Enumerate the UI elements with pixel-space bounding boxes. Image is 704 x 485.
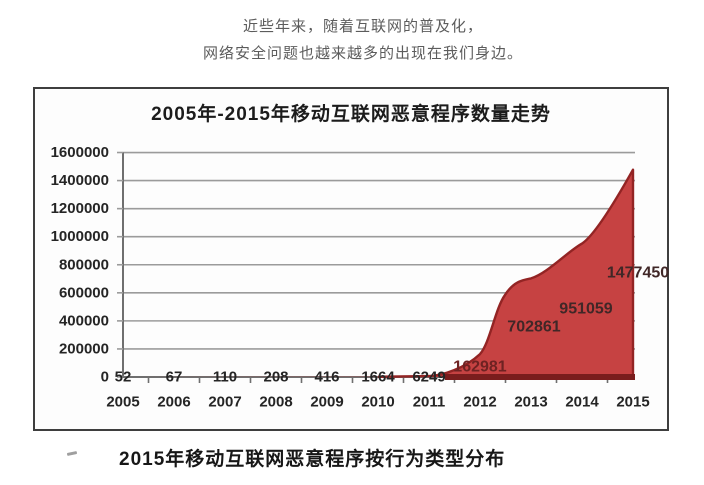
chart-text-label: 2012	[463, 394, 496, 411]
area-outline	[377, 168, 635, 378]
area-series	[123, 168, 635, 380]
baseline-value-labels: 52 67 110 208 416 1664 6249	[115, 369, 446, 386]
chart-text-label: 1664	[361, 369, 395, 386]
chart-text-label: 600000	[59, 284, 109, 301]
chart-text-label: 200000	[59, 340, 109, 357]
chart-text-label: 2013	[514, 394, 547, 411]
chart-text-label: 2011	[413, 394, 446, 411]
chart-text-label: 2005	[106, 394, 139, 411]
trend-area-chart: 0 200000 400000 600000 800000 1000000 1200000 1…	[51, 144, 670, 411]
chart-text-label: 2006	[157, 394, 190, 411]
dash-mark	[66, 450, 78, 457]
chart-text-label: 416	[314, 369, 339, 386]
chart-text-label: 0	[101, 369, 109, 386]
chart-text-label: 1600000	[51, 144, 109, 161]
chart-text-label: 951059	[559, 301, 612, 318]
chart-text-label: 52	[115, 369, 132, 386]
chart-text-label: 2010	[361, 394, 394, 411]
chart-text-label: 67	[166, 369, 183, 386]
chart-text-label: 6249	[412, 369, 445, 386]
chart-text-label: 2014	[565, 394, 599, 411]
chart-text-label: 2007	[208, 394, 241, 411]
chart-text-label: 1000000	[51, 228, 109, 245]
intro-line-1: 近些年来，随着互联网的普及化，	[242, 18, 483, 35]
baseline-strip	[445, 374, 635, 380]
chart-text-label: 2015	[616, 394, 649, 411]
chart-text-label: 1400000	[51, 172, 109, 189]
chart-text-label: 110	[213, 369, 237, 386]
chart-title: 2005年-2015年移动互联网恶意程序数量走势	[151, 104, 551, 125]
intro-line-2: 网络安全问题也越来越多的出现在我们身边。	[202, 45, 523, 62]
chart-text-label: 1477450	[607, 265, 669, 282]
chart-text-label: 400000	[59, 312, 109, 329]
area-fill	[123, 169, 633, 377]
chart-text-label: 162981	[453, 359, 506, 376]
chart-text-label: 2008	[259, 394, 292, 411]
x-axis-labels: 2005 2006 2007 2008 2009 2010 2011 2012 2013 2014…	[106, 394, 649, 411]
chart-text-label: 1200000	[51, 200, 109, 217]
chart-text-label: 208	[263, 369, 288, 386]
chart-text-label: 2009	[310, 394, 343, 411]
chart-text-label: 702861	[507, 319, 560, 336]
intro-text: 近些年来，随着互联网的普及化， 网络安全问题也越来越多的出现在我们身边。	[0, 13, 704, 67]
y-axis-labels: 0 200000 400000 600000 800000 1000000 1200000 1…	[51, 144, 109, 385]
footer-title: 2015年移动互联网恶意程序按行为类型分布	[119, 449, 506, 470]
chart-panel: 2005年-2015年移动互联网恶意程序数量走势 0 200000 400000 60…	[33, 87, 669, 431]
chart-text-label: 800000	[59, 256, 109, 273]
